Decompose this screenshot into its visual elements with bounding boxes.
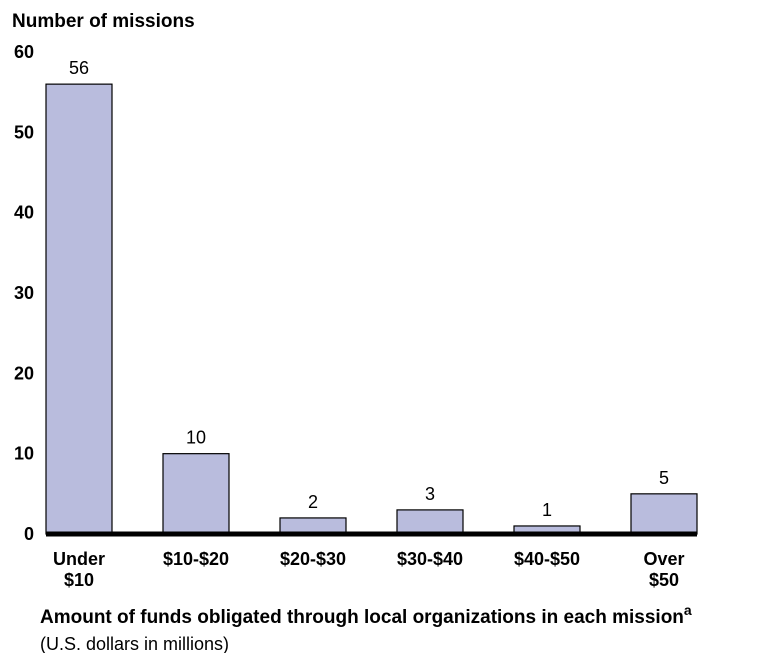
y-tick-label: 20 [14, 363, 34, 383]
x-tick-label: Under $10 [53, 549, 105, 590]
x-label-text: Amount of funds obligated through local … [40, 607, 684, 628]
y-tick-label: 50 [14, 122, 34, 142]
y-tick-label: 10 [14, 444, 34, 464]
bar [396, 509, 464, 535]
value-label: 56 [69, 58, 89, 78]
y-tick-label: 0 [24, 524, 34, 544]
x-tick-label: $10-$20 [163, 549, 229, 569]
value-label: 3 [425, 484, 435, 504]
y-tick-label: 40 [14, 203, 34, 223]
x-tick-label-line: $10 [64, 570, 94, 590]
x-tick-label: $40-$50 [514, 549, 580, 569]
subtitle: (U.S. dollars in millions) [40, 634, 229, 653]
x-axis-label: Amount of funds obligated through local … [40, 602, 692, 628]
x-tick-label-line: Under [53, 549, 105, 569]
y-axis-label: Number of missions [12, 11, 195, 32]
bar [162, 453, 230, 535]
value-label: 10 [186, 428, 206, 448]
x-tick-label: $30-$40 [397, 549, 463, 569]
y-tick-label: 30 [14, 283, 34, 303]
value-label: 1 [542, 500, 552, 520]
bar [630, 493, 698, 535]
value-label: 5 [659, 468, 669, 488]
x-tick-label: Over $50 [643, 549, 684, 590]
x-tick-label-line: Over [643, 549, 684, 569]
x-tick-label: $20-$30 [280, 549, 346, 569]
y-tick-label: 60 [14, 42, 34, 62]
x-tick-label-line: $50 [649, 570, 679, 590]
value-label: 2 [308, 492, 318, 512]
bar [45, 83, 113, 535]
x-label-superscript: a [684, 602, 692, 618]
